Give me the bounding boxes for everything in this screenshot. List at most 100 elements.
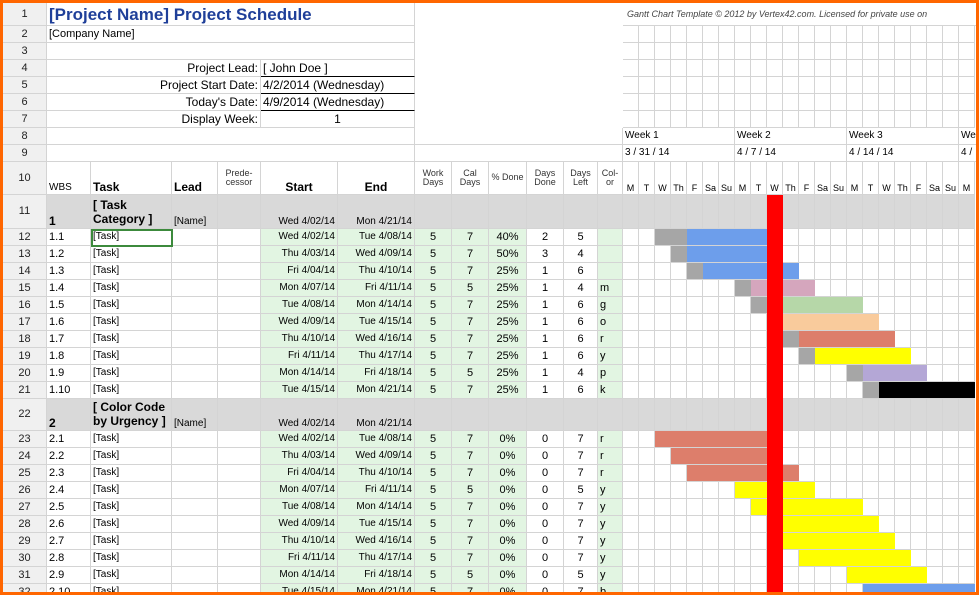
gantt-cell[interactable] <box>703 482 719 499</box>
gantt-top-cell[interactable] <box>847 26 863 43</box>
row-2-5-cal[interactable]: 7 <box>452 499 489 516</box>
gantt-cell[interactable] <box>959 431 975 448</box>
gantt-cell[interactable] <box>751 533 767 550</box>
gantt-top-cell[interactable] <box>847 60 863 77</box>
column-header-color[interactable]: Col-or <box>598 162 623 195</box>
row-2-8-task[interactable]: [Task] <box>91 550 172 567</box>
gantt-cell[interactable] <box>879 195 895 229</box>
column-header-dd[interactable]: Days Done <box>527 162 564 195</box>
row-1-1-color[interactable] <box>598 229 623 246</box>
gantt-cell[interactable] <box>783 399 799 431</box>
row-2-color[interactable] <box>598 399 623 431</box>
row-2-4-task[interactable]: [Task] <box>91 482 172 499</box>
row-1-9-dl[interactable]: 4 <box>564 365 598 382</box>
gantt-top-cell[interactable] <box>943 77 959 94</box>
row-2-8-done[interactable]: 0% <box>489 550 527 567</box>
gantt-cell[interactable] <box>735 365 751 382</box>
gantt-cell[interactable] <box>751 382 767 399</box>
gantt-cell[interactable] <box>735 499 751 516</box>
row-2-8-cal[interactable]: 7 <box>452 550 489 567</box>
gantt-cell[interactable] <box>943 399 959 431</box>
gantt-cell[interactable] <box>879 399 895 431</box>
row-1-wbs[interactable]: 1 <box>47 195 91 229</box>
row-2-2-dl[interactable]: 7 <box>564 448 598 465</box>
gantt-cell[interactable] <box>703 365 719 382</box>
gantt-top-cell[interactable] <box>863 60 879 77</box>
row-2-4-wbs[interactable]: 2.4 <box>47 482 91 499</box>
gantt-top-cell[interactable] <box>847 94 863 111</box>
row-1-2-task[interactable]: [Task] <box>91 246 172 263</box>
gantt-top-cell[interactable] <box>815 77 831 94</box>
row-1-7-lead[interactable] <box>172 331 218 348</box>
row-1-1-lead[interactable] <box>172 229 218 246</box>
gantt-top-cell[interactable] <box>655 111 671 128</box>
row-1-7-task[interactable]: [Task] <box>91 331 172 348</box>
row-1-3-task[interactable]: [Task] <box>91 263 172 280</box>
gantt-cell[interactable] <box>783 246 799 263</box>
row-1-7-cal[interactable]: 7 <box>452 331 489 348</box>
row-2-1-dl[interactable]: 7 <box>564 431 598 448</box>
gantt-cell[interactable] <box>911 550 927 567</box>
gantt-cell[interactable] <box>879 482 895 499</box>
row-2-3-work[interactable]: 5 <box>415 465 452 482</box>
gantt-top-cell[interactable] <box>783 60 799 77</box>
row-number-1[interactable]: 1 <box>3 3 47 26</box>
gantt-cell[interactable] <box>623 365 639 382</box>
row-2-2-task[interactable]: [Task] <box>91 448 172 465</box>
row-1-7-pred[interactable] <box>218 331 261 348</box>
gantt-cell[interactable] <box>655 246 671 263</box>
gantt-cell[interactable] <box>735 533 751 550</box>
gantt-top-cell[interactable] <box>719 111 735 128</box>
gantt-cell[interactable] <box>895 280 911 297</box>
row-2-2-dd[interactable]: 0 <box>527 448 564 465</box>
gantt-top-cell[interactable] <box>927 111 943 128</box>
gantt-cell[interactable] <box>703 584 719 592</box>
row-1-7-color[interactable]: r <box>598 331 623 348</box>
gantt-cell[interactable] <box>655 448 671 465</box>
row-1-1-cal[interactable]: 7 <box>452 229 489 246</box>
row-1-9-dd[interactable]: 1 <box>527 365 564 382</box>
gantt-top-cell[interactable] <box>799 77 815 94</box>
gantt-top-cell[interactable] <box>911 60 927 77</box>
row-2-start[interactable]: Wed 4/02/14 <box>261 399 338 431</box>
gantt-cell[interactable] <box>671 516 687 533</box>
gantt-cell[interactable] <box>815 365 831 382</box>
row-1-8-end[interactable]: Thu 4/17/14 <box>338 348 415 365</box>
gantt-top-cell[interactable] <box>895 60 911 77</box>
gantt-cell[interactable] <box>751 516 767 533</box>
gantt-cell[interactable] <box>687 280 703 297</box>
gantt-cell[interactable] <box>927 280 943 297</box>
gantt-cell[interactable] <box>671 365 687 382</box>
gantt-top-cell[interactable] <box>911 43 927 60</box>
row-1-5-done[interactable]: 25% <box>489 297 527 314</box>
row-1-3-dl[interactable]: 6 <box>564 263 598 280</box>
row-2-4-cal[interactable]: 5 <box>452 482 489 499</box>
day-letter-21[interactable]: M <box>959 162 975 195</box>
gantt-cell[interactable] <box>895 246 911 263</box>
row-1-4-done[interactable]: 25% <box>489 280 527 297</box>
gantt-top-cell[interactable] <box>959 94 975 111</box>
row-2-1-lead[interactable] <box>172 431 218 448</box>
gantt-cell[interactable] <box>687 297 703 314</box>
row-2-lead[interactable]: [Name] <box>172 399 218 431</box>
row-2-7-end[interactable]: Wed 4/16/14 <box>338 533 415 550</box>
gantt-cell[interactable] <box>799 229 815 246</box>
row-1-2-wbs[interactable]: 1.2 <box>47 246 91 263</box>
gantt-cell[interactable] <box>927 399 943 431</box>
gantt-cell[interactable] <box>959 297 975 314</box>
row-1-7-work[interactable]: 5 <box>415 331 452 348</box>
gantt-top-cell[interactable] <box>719 60 735 77</box>
gantt-cell[interactable] <box>831 465 847 482</box>
row-1-5-work[interactable]: 5 <box>415 297 452 314</box>
row-1-6-work[interactable]: 5 <box>415 314 452 331</box>
gantt-cell[interactable] <box>671 263 687 280</box>
gantt-cell[interactable] <box>623 482 639 499</box>
gantt-cell[interactable] <box>783 584 799 592</box>
day-letter-4[interactable]: F <box>687 162 703 195</box>
gantt-cell[interactable] <box>815 567 831 584</box>
gantt-top-cell[interactable] <box>959 43 975 60</box>
gantt-cell[interactable] <box>687 399 703 431</box>
gantt-cell[interactable] <box>655 482 671 499</box>
gantt-cell[interactable] <box>943 499 959 516</box>
gantt-cell[interactable] <box>847 382 863 399</box>
